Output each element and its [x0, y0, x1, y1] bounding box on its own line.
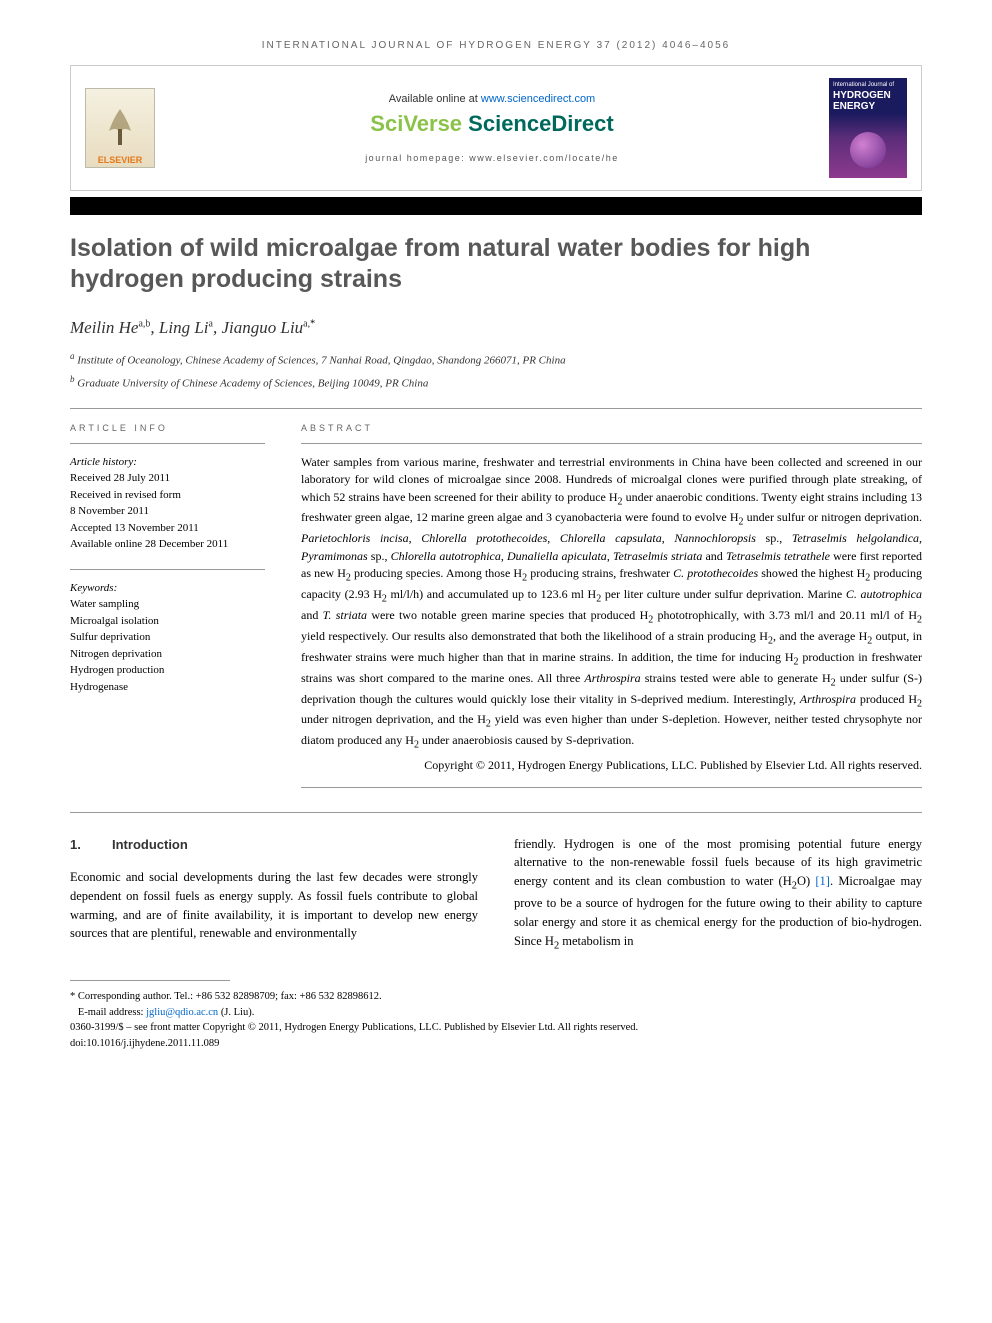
journal-homepage: journal homepage: www.elsevier.com/locat…: [169, 153, 815, 163]
article-title: Isolation of wild microalgae from natura…: [70, 233, 922, 296]
email-line: E-mail address: jgliu@qdio.ac.cn (J. Liu…: [70, 1005, 922, 1021]
authors-line: Meilin Hea,b, Ling Lia, Jianguo Liua,*: [70, 318, 922, 338]
available-online: Available online at www.sciencedirect.co…: [169, 93, 815, 105]
divider: [70, 812, 922, 813]
copyright-line: 0360-3199/$ – see front matter Copyright…: [70, 1020, 922, 1036]
header-center: Available online at www.sciencedirect.co…: [169, 93, 815, 163]
page-footer: * Corresponding author. Tel.: +86 532 82…: [70, 989, 922, 1052]
sciencedirect-link[interactable]: www.sciencedirect.com: [481, 93, 595, 105]
running-head: INTERNATIONAL JOURNAL OF HYDROGEN ENERGY…: [70, 40, 922, 51]
abstract-column: ABSTRACT Water samples from various mari…: [301, 423, 922, 788]
article-info-head: ARTICLE INFO: [70, 423, 265, 433]
article-info-column: ARTICLE INFO Article history: Received 2…: [70, 423, 265, 788]
intro-paragraph-left: Economic and social developments during …: [70, 868, 478, 943]
affiliation: b Graduate University of Chinese Academy…: [70, 373, 922, 392]
elsevier-logo: ELSEVIER: [85, 88, 155, 168]
abstract-head: ABSTRACT: [301, 423, 922, 433]
journal-cover-thumbnail: International Journal of HYDROGENENERGY: [829, 78, 907, 178]
elsevier-tree-icon: [95, 101, 145, 155]
abstract-copyright: Copyright © 2011, Hydrogen Energy Public…: [301, 757, 922, 774]
doi-line: doi:10.1016/j.ijhydene.2011.11.089: [70, 1036, 922, 1052]
section-heading: 1.Introduction: [70, 835, 478, 855]
abstract-body: Water samples from various marine, fresh…: [301, 454, 922, 753]
divider: [70, 408, 922, 409]
keywords-block: Keywords: Water sampling Microalgal isol…: [70, 580, 265, 696]
affiliations: a Institute of Oceanology, Chinese Acade…: [70, 350, 922, 392]
sciverse-sciencedirect-logo: SciVerse ScienceDirect: [169, 111, 815, 137]
article-history: Article history: Received 28 July 2011 R…: [70, 454, 265, 553]
introduction-section: 1.Introduction Economic and social devel…: [70, 835, 922, 954]
email-link[interactable]: jgliu@qdio.ac.cn: [146, 1007, 218, 1018]
black-divider-bar: [70, 197, 922, 215]
footnote-divider: [70, 980, 230, 981]
corresponding-author: * Corresponding author. Tel.: +86 532 82…: [70, 989, 922, 1005]
journal-header: ELSEVIER Available online at www.science…: [70, 65, 922, 191]
affiliation: a Institute of Oceanology, Chinese Acade…: [70, 350, 922, 369]
intro-paragraph-right: friendly. Hydrogen is one of the most pr…: [514, 835, 922, 954]
